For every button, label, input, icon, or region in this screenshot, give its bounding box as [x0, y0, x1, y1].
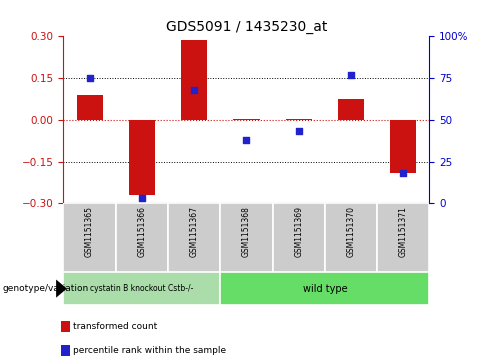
Bar: [220, 272, 429, 305]
Bar: [273, 203, 325, 272]
Bar: [285, 119, 312, 120]
Bar: [390, 120, 416, 173]
Point: [190, 87, 198, 93]
Text: transformed count: transformed count: [73, 322, 158, 331]
Text: genotype/variation: genotype/variation: [2, 284, 89, 293]
Bar: [338, 99, 364, 120]
Bar: [77, 95, 102, 120]
Bar: [325, 203, 377, 272]
Bar: [63, 203, 116, 272]
Point: [295, 129, 303, 134]
Bar: [233, 119, 260, 120]
Text: GSM1151367: GSM1151367: [190, 206, 199, 257]
Text: wild type: wild type: [303, 284, 347, 294]
Point: [243, 137, 250, 143]
Title: GDS5091 / 1435230_at: GDS5091 / 1435230_at: [166, 20, 327, 34]
Text: GSM1151366: GSM1151366: [137, 206, 146, 257]
Bar: [181, 41, 207, 120]
Point: [138, 195, 146, 201]
Text: GSM1151365: GSM1151365: [85, 206, 94, 257]
Bar: [116, 203, 168, 272]
Text: GSM1151369: GSM1151369: [294, 206, 303, 257]
Text: percentile rank within the sample: percentile rank within the sample: [73, 346, 226, 355]
Bar: [168, 203, 220, 272]
Text: GSM1151370: GSM1151370: [346, 206, 356, 257]
Point: [86, 75, 94, 81]
Text: cystatin B knockout Cstb-/-: cystatin B knockout Cstb-/-: [90, 284, 194, 293]
Bar: [377, 203, 429, 272]
Text: GSM1151371: GSM1151371: [399, 206, 408, 257]
Bar: [63, 272, 220, 305]
Bar: [220, 203, 273, 272]
Text: GSM1151368: GSM1151368: [242, 206, 251, 257]
Bar: [129, 120, 155, 195]
Point: [399, 170, 407, 176]
Point: [347, 72, 355, 78]
